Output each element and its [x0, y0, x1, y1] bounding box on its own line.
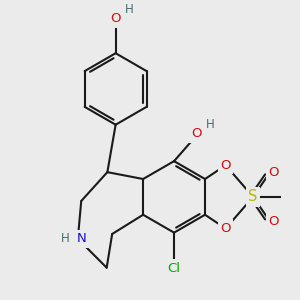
Text: O: O: [268, 166, 279, 178]
Text: O: O: [268, 215, 279, 228]
Text: N: N: [76, 232, 86, 245]
Text: Cl: Cl: [168, 262, 181, 275]
Text: S: S: [248, 189, 258, 204]
Text: H: H: [61, 232, 70, 245]
Text: O: O: [110, 12, 121, 26]
Text: O: O: [191, 127, 201, 140]
Text: H: H: [125, 3, 134, 16]
Text: H: H: [206, 118, 215, 130]
Text: O: O: [220, 159, 231, 172]
Text: O: O: [220, 222, 231, 235]
